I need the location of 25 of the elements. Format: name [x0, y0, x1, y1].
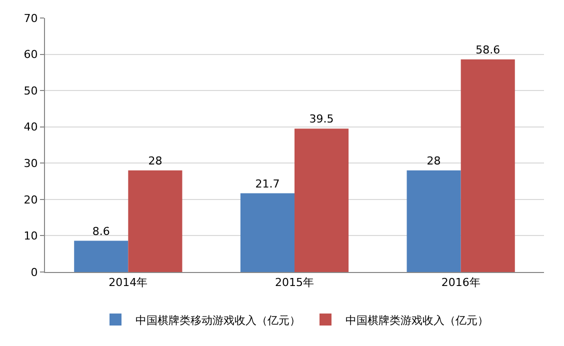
x-tick-label: 2015年 [275, 276, 314, 290]
data-label: 28 [426, 154, 441, 168]
x-tick-label: 2016年 [441, 276, 480, 290]
y-tick-label: 50 [24, 84, 38, 98]
x-tick-label: 2014年 [108, 276, 148, 290]
data-label: 21.7 [255, 177, 280, 190]
y-tick-label: 40 [24, 120, 38, 134]
y-tick-label: 10 [24, 230, 38, 243]
data-label: 58.6 [476, 43, 500, 56]
bar [74, 240, 128, 272]
y-tick-label: 20 [24, 193, 38, 206]
y-tick-label: 70 [24, 12, 38, 25]
bar [294, 128, 349, 272]
y-tick-label: 0 [30, 266, 38, 279]
data-label: 28 [148, 154, 162, 168]
data-label: 39.5 [309, 112, 334, 126]
legend-label: 中国棋牌类游戏收入（亿元） [346, 314, 488, 327]
y-tick-label: 30 [24, 156, 38, 170]
data-label: 8.6 [92, 224, 110, 238]
legend-label: 中国棋牌类移动游戏收入（亿元） [136, 314, 300, 327]
bar [240, 193, 294, 272]
bar [128, 170, 182, 272]
y-tick-label: 60 [24, 48, 38, 62]
bar [460, 59, 515, 272]
bar [406, 170, 461, 272]
